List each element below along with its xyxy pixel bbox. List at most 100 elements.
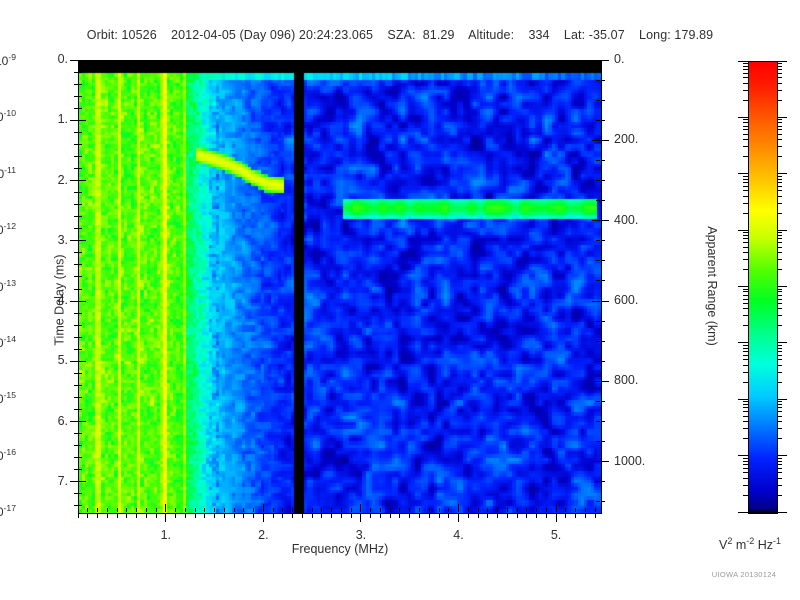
- x-minor-tick: [584, 508, 586, 512]
- y-left-minor-tick-outer: [74, 384, 78, 386]
- x-minor-tick: [370, 508, 372, 512]
- colorbar-minor-tick-left: [743, 129, 748, 131]
- colorbar-minor-tick-left: [743, 381, 748, 383]
- colorbar-minor-tick-left: [743, 185, 748, 187]
- y-left-minor-tick: [78, 336, 82, 338]
- colorbar-minor-tick-right: [777, 202, 782, 204]
- colorbar-major-tick-right-1: [777, 116, 787, 118]
- x-minor-tick: [506, 508, 508, 512]
- y-left-major-tick-outer-0: [70, 59, 78, 61]
- colorbar-minor-tick-left: [743, 407, 748, 409]
- colorbar-minor-tick-left: [743, 364, 748, 366]
- credit-label: UIOWA 20130124: [711, 570, 777, 579]
- colorbar-minor-tick-right: [777, 63, 782, 65]
- y-right-minor-tick: [596, 99, 600, 101]
- colorbar-minor-tick-right: [777, 99, 782, 101]
- colorbar-minor-tick-left: [743, 139, 748, 141]
- y-right-minor-tick-outer: [601, 280, 605, 282]
- colorbar-minor-tick-left: [743, 181, 748, 183]
- x-minor-tick-outer: [204, 513, 206, 518]
- spectrogram-plot-area: [78, 60, 602, 514]
- colorbar-minor-tick-left: [743, 246, 748, 248]
- colorbar-tick-label-7: 10-16: [0, 446, 16, 463]
- x-minor-tick: [214, 508, 216, 512]
- x-minor-tick: [340, 508, 342, 512]
- colorbar-minor-tick-left: [743, 494, 748, 496]
- colorbar-minor-tick-left: [743, 411, 748, 413]
- y-right-tick-label-4: 800.: [614, 373, 639, 388]
- y-left-tick-label-6: 6.: [57, 413, 68, 428]
- x-minor-tick-outer: [126, 513, 128, 518]
- colorbar-minor-tick-left: [743, 252, 748, 254]
- colorbar-minor-tick-left: [743, 325, 748, 327]
- colorbar-minor-tick-right: [777, 381, 782, 383]
- colorbar-minor-tick-right: [777, 463, 782, 465]
- colorbar-minor-tick-left: [743, 77, 748, 79]
- colorbar-tick-label-1: 10-10: [0, 108, 16, 125]
- colorbar-major-tick-right-6: [777, 398, 787, 400]
- x-major-tick-1: [262, 504, 264, 512]
- colorbar-minor-tick-right: [777, 407, 782, 409]
- x-minor-tick-outer: [370, 513, 372, 518]
- colorbar-minor-tick-left: [743, 401, 748, 403]
- y-right-minor-tick: [596, 280, 600, 282]
- y-right-minor-tick-outer: [601, 240, 605, 242]
- y-right-major-tick-outer-0: [601, 59, 609, 61]
- colorbar-minor-tick-left: [743, 359, 748, 361]
- x-minor-tick: [136, 508, 138, 512]
- x-minor-tick-outer: [448, 513, 450, 518]
- y-left-major-tick-2: [78, 180, 86, 182]
- x-minor-tick: [77, 508, 79, 512]
- x-minor-tick: [526, 508, 528, 512]
- colorbar-minor-tick-right: [777, 69, 782, 71]
- x-major-tick-2: [360, 504, 362, 512]
- colorbar-minor-tick-left: [743, 438, 748, 440]
- y-right-minor-tick: [596, 79, 600, 81]
- colorbar-minor-tick-left: [743, 467, 748, 469]
- colorbar-minor-tick-left: [743, 242, 748, 244]
- colorbar-tick-label-5: 10-14: [0, 333, 16, 350]
- x-minor-tick-outer: [331, 513, 333, 518]
- colorbar-major-tick-right-7: [777, 455, 787, 457]
- colorbar-major-tick-right-4: [777, 286, 787, 287]
- colorbar-minor-tick-right: [777, 294, 782, 296]
- y-left-major-tick-4: [78, 300, 86, 302]
- y-right-minor-tick: [596, 401, 600, 402]
- x-minor-tick-outer: [87, 513, 89, 518]
- colorbar-major-tick-right-2: [777, 173, 787, 175]
- x-minor-tick-outer: [526, 513, 528, 518]
- y-right-minor-tick-outer: [601, 441, 605, 443]
- colorbar-minor-tick-right: [777, 477, 782, 479]
- x-minor-tick: [106, 508, 108, 512]
- y-left-minor-tick-outer: [74, 216, 78, 218]
- x-minor-tick-outer: [155, 513, 157, 518]
- colorbar-gradient: [749, 62, 777, 513]
- x-minor-tick-outer: [272, 513, 274, 518]
- y-left-minor-tick: [78, 469, 82, 471]
- x-minor-tick-outer: [136, 513, 138, 518]
- x-minor-tick: [497, 508, 499, 512]
- x-minor-tick: [272, 508, 274, 512]
- colorbar-minor-tick-right: [777, 238, 782, 240]
- colorbar-minor-tick-left: [743, 472, 748, 474]
- colorbar-minor-tick-right: [777, 457, 782, 459]
- y-left-tick-label-4: 4.: [57, 293, 68, 308]
- colorbar-tick-label-2: 10-11: [0, 164, 16, 181]
- y-axis-left-title: Time Delay (ms): [52, 254, 67, 346]
- colorbar-minor-tick-left: [743, 415, 748, 417]
- x-minor-tick-outer: [379, 513, 381, 518]
- y-right-major-tick-outer-3: [601, 300, 609, 302]
- colorbar-minor-tick-left: [743, 63, 748, 65]
- colorbar-minor-tick-right: [777, 185, 782, 187]
- y-left-minor-tick-outer: [74, 83, 78, 85]
- x-minor-tick: [487, 508, 489, 512]
- y-left-minor-tick-outer: [74, 167, 78, 169]
- colorbar-minor-tick-right: [777, 354, 782, 356]
- x-minor-tick: [477, 508, 479, 512]
- y-right-major-tick-outer-1: [601, 139, 609, 141]
- x-minor-tick: [545, 508, 547, 512]
- y-left-minor-tick-outer: [74, 276, 78, 278]
- y-left-tick-label-0: 0.: [57, 52, 68, 66]
- x-major-tick-outer-3: [458, 513, 460, 522]
- y-right-major-tick-1: [592, 139, 600, 141]
